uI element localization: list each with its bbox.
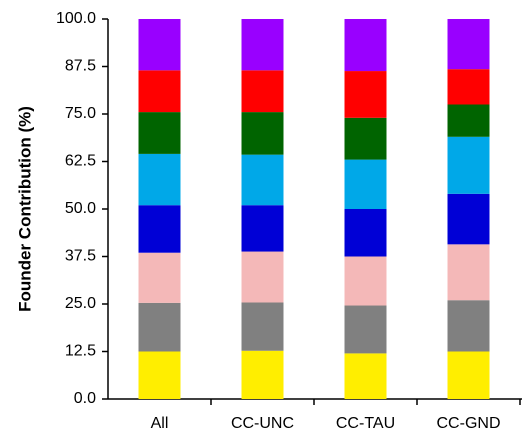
bar-segment — [447, 351, 490, 399]
bar-segment — [138, 252, 181, 303]
x-tick-label: CC-TAU — [336, 415, 395, 432]
bar-segment — [241, 70, 284, 113]
bar-segment — [344, 159, 387, 209]
y-tick-label: 100.0 — [56, 10, 96, 27]
y-tick-label: 87.5 — [65, 58, 96, 75]
bar-segment — [447, 104, 490, 137]
y-tick-label: 25.0 — [65, 295, 96, 312]
bar-segment — [241, 112, 284, 155]
y-tick-label: 75.0 — [65, 105, 96, 122]
bar-segment — [241, 350, 284, 399]
y-tick-label: 50.0 — [65, 200, 96, 217]
bar-segment — [138, 19, 181, 71]
bar-segment — [344, 117, 387, 160]
bar-segment — [447, 136, 490, 194]
y-tick-label: 37.5 — [65, 248, 96, 265]
bar-segment — [447, 300, 490, 352]
x-tick-label: CC-UNC — [231, 415, 294, 432]
bar-segment — [241, 251, 284, 303]
y-axis-label: Founder Contribution (%) — [15, 106, 34, 312]
bar-segment — [138, 351, 181, 399]
y-tick-label: 12.5 — [65, 343, 96, 360]
bar-segment — [138, 70, 181, 113]
bar-segment — [447, 244, 490, 301]
bar-segment — [241, 154, 284, 206]
y-tick-label: 0.0 — [74, 390, 96, 407]
bar-segment — [138, 153, 181, 206]
bar-segment — [447, 193, 490, 245]
bar-segment — [344, 19, 387, 72]
x-tick-label: CC-GND — [437, 415, 501, 432]
bar-segment — [138, 205, 181, 253]
bar-segment — [241, 205, 284, 252]
bar-segment — [241, 302, 284, 351]
bar-segment — [241, 19, 284, 71]
bar-segment — [344, 209, 387, 257]
bar-segment — [138, 302, 181, 352]
bar-segment — [344, 256, 387, 306]
bar-segment — [138, 112, 181, 154]
bar-segment — [344, 305, 387, 354]
bar-segment — [447, 19, 490, 70]
x-tick-label: All — [151, 415, 169, 432]
bar-segment — [447, 69, 490, 105]
y-tick-label: 62.5 — [65, 153, 96, 170]
bar-segment — [344, 353, 387, 399]
bar-segment — [344, 71, 387, 118]
